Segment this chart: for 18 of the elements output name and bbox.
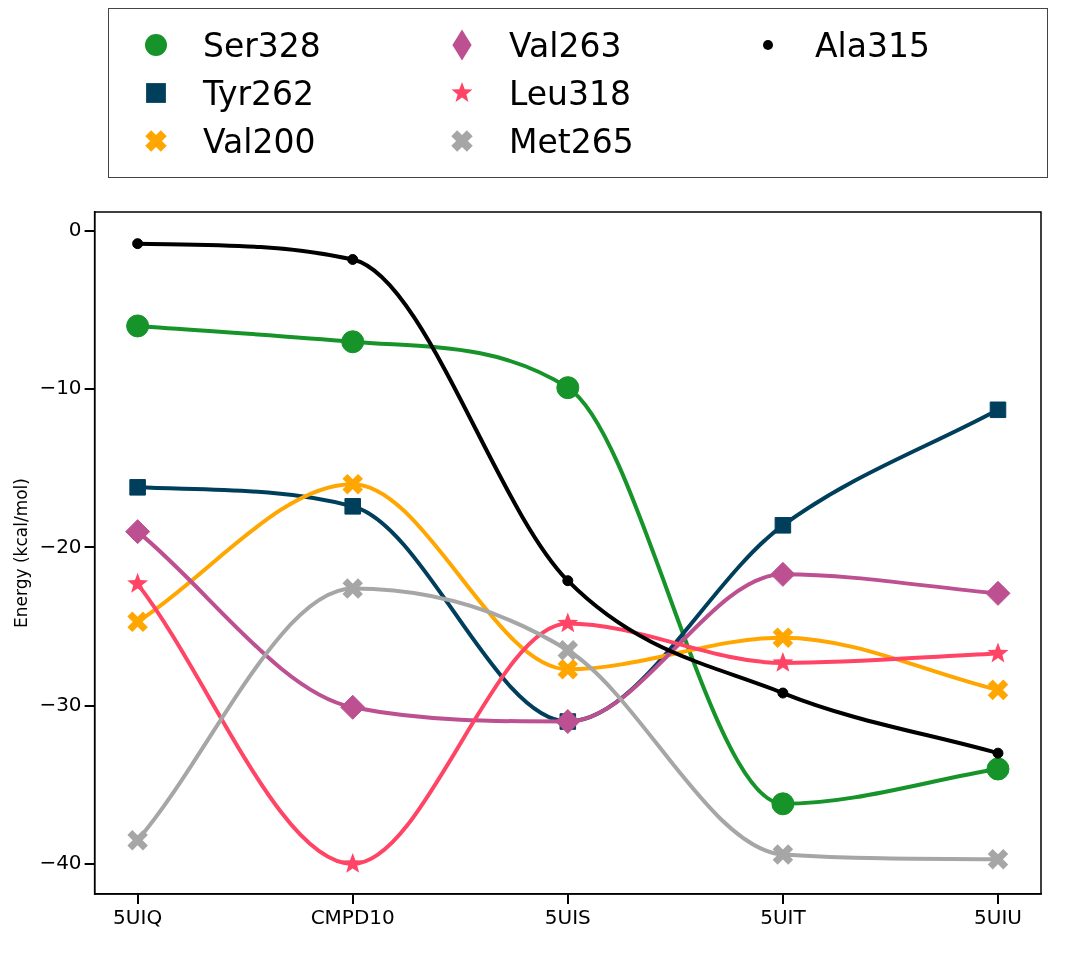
y-tick-label: −30 bbox=[39, 691, 82, 716]
x-tick-label: 5UIU bbox=[974, 905, 1022, 930]
legend-label: Tyr262 bbox=[203, 73, 315, 113]
legend-label: Met265 bbox=[509, 121, 634, 161]
x-tick-label: 5UIT bbox=[760, 905, 807, 930]
legend-label: Val263 bbox=[509, 25, 622, 65]
y-axis-title: Energy (kcal/mol) bbox=[10, 478, 31, 628]
y-tick-label: −10 bbox=[39, 375, 82, 400]
legend-label: Leu318 bbox=[509, 73, 632, 113]
legend-label: Ala315 bbox=[815, 25, 930, 65]
x-tick-label: 5UIS bbox=[544, 905, 591, 930]
x-tick-label: CMPD10 bbox=[310, 905, 395, 930]
y-tick-label: 0 bbox=[68, 217, 82, 242]
y-tick-label: −40 bbox=[39, 850, 82, 875]
x-tick-label: 5UIQ bbox=[113, 905, 163, 930]
legend-label: Val200 bbox=[203, 121, 316, 161]
y-tick-label: −20 bbox=[39, 533, 82, 558]
legend-label: Ser328 bbox=[203, 25, 321, 65]
